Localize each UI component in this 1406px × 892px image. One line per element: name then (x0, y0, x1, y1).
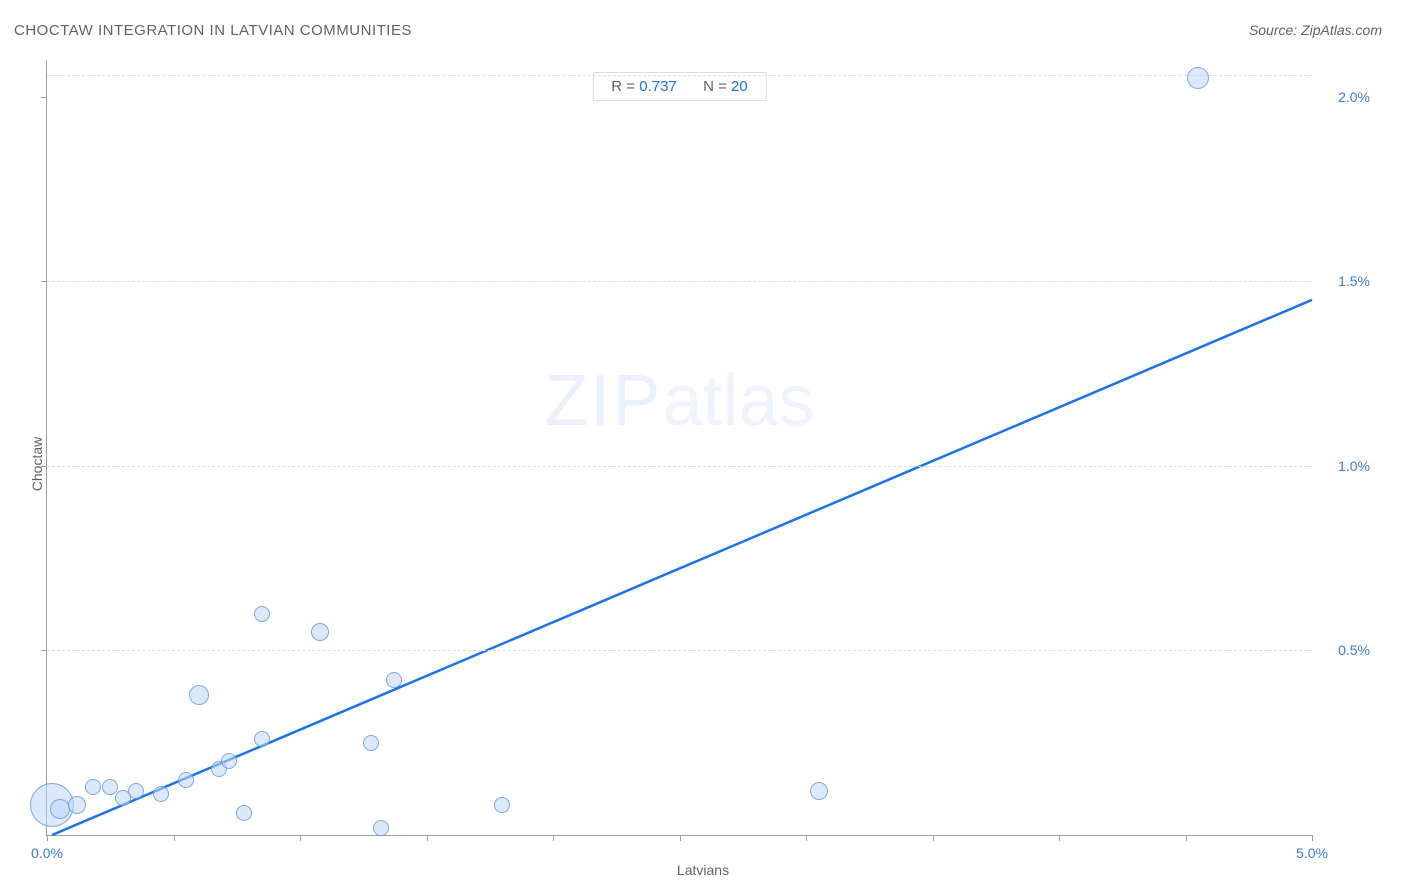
data-point (153, 786, 169, 802)
y-tick (41, 466, 47, 467)
trend-line-layer (47, 60, 1312, 835)
y-tick (41, 97, 47, 98)
data-point (128, 783, 144, 799)
x-axis-label: Latvians (677, 862, 729, 878)
data-point (68, 796, 86, 814)
x-tick-label: 0.0% (31, 845, 63, 861)
x-tick (427, 835, 428, 841)
y-tick-label: 0.5% (1338, 642, 1370, 658)
data-point (494, 797, 510, 813)
x-tick-label: 5.0% (1296, 845, 1328, 861)
y-axis-label: Choctaw (29, 437, 45, 491)
x-tick (47, 835, 48, 841)
y-tick (41, 650, 47, 651)
grid-line (47, 281, 1312, 282)
x-tick (1186, 835, 1187, 841)
grid-line (47, 650, 1312, 651)
scatter-chart: Choctaw ZIPatlas R = 0.737 N = 20 0.5%1.… (14, 50, 1392, 878)
data-point (254, 606, 270, 622)
data-point (189, 685, 209, 705)
y-tick (41, 281, 47, 282)
data-point (311, 623, 329, 641)
y-tick-label: 1.0% (1338, 458, 1370, 474)
x-tick (174, 835, 175, 841)
data-point (85, 779, 101, 795)
data-point (254, 731, 270, 747)
data-point (221, 753, 237, 769)
data-point (373, 820, 389, 836)
x-tick (1312, 835, 1313, 841)
data-point (50, 799, 70, 819)
x-tick (933, 835, 934, 841)
x-tick (300, 835, 301, 841)
data-point (236, 805, 252, 821)
data-point (810, 782, 828, 800)
y-tick-label: 2.0% (1338, 89, 1370, 105)
data-point (386, 672, 402, 688)
page-title: CHOCTAW INTEGRATION IN LATVIAN COMMUNITI… (14, 22, 412, 39)
y-tick-label: 1.5% (1338, 273, 1370, 289)
x-tick (806, 835, 807, 841)
x-tick (1059, 835, 1060, 841)
x-tick (680, 835, 681, 841)
x-tick (553, 835, 554, 841)
data-point (1187, 67, 1209, 89)
source-label: Source: ZipAtlas.com (1249, 22, 1382, 38)
data-point (363, 735, 379, 751)
data-point (178, 772, 194, 788)
grid-line (47, 466, 1312, 467)
grid-line (47, 75, 1312, 76)
plot-area: ZIPatlas R = 0.737 N = 20 0.5%1.0%1.5%2.… (46, 60, 1312, 836)
trend-line (52, 300, 1312, 835)
